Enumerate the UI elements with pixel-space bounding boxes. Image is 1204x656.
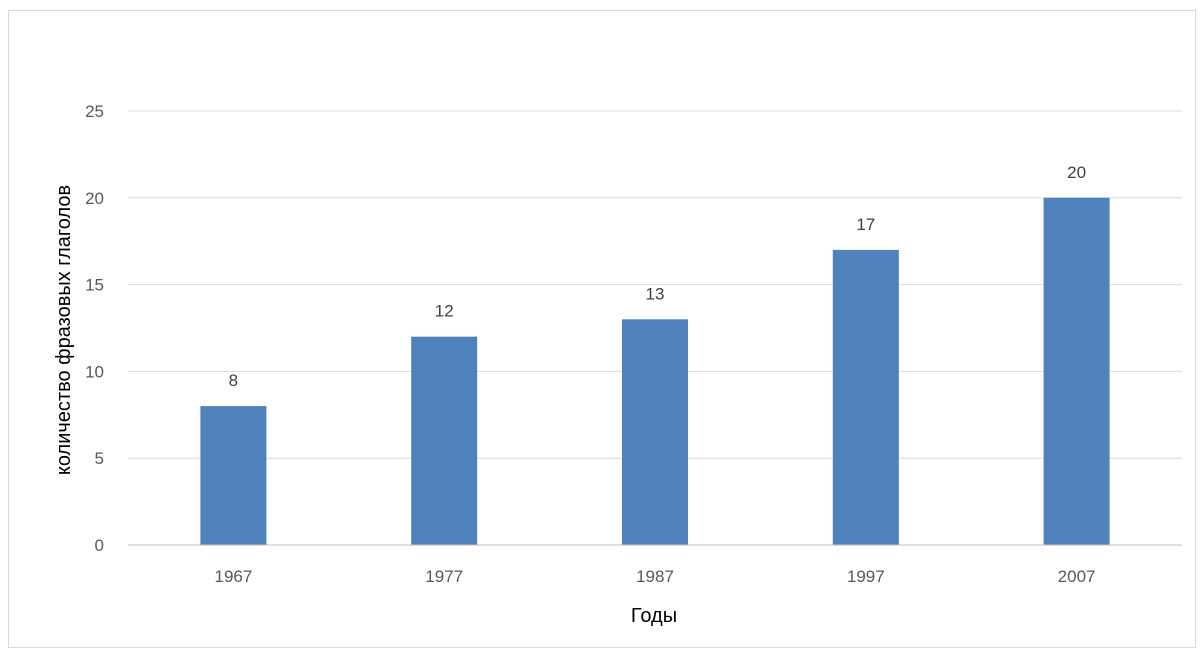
bar	[411, 336, 478, 545]
x-tick-labels: 1967 1977 1987 1997 2007	[214, 567, 1095, 586]
data-label: 13	[646, 284, 665, 303]
data-label: 12	[435, 302, 454, 321]
y-tick-label: 15	[85, 276, 104, 295]
bar	[832, 249, 899, 545]
x-tick-label: 1997	[847, 567, 885, 586]
x-tick-label: 1977	[425, 567, 463, 586]
bar	[622, 319, 688, 545]
x-tick-label: 2007	[1058, 567, 1096, 586]
y-tick-label: 20	[85, 189, 104, 208]
y-tick-label: 10	[85, 362, 104, 381]
y-axis-title: количество фразовых глаголов	[53, 185, 75, 475]
x-axis-title: Годы	[631, 605, 677, 627]
y-tick-label: 25	[85, 102, 104, 121]
y-tick-labels: 0 5 10 15 20 25	[85, 102, 104, 555]
data-label: 20	[1067, 163, 1086, 182]
y-tick-label: 5	[95, 449, 104, 468]
data-label: 8	[229, 371, 238, 390]
data-label: 17	[856, 215, 875, 234]
y-tick-label: 0	[95, 536, 104, 555]
bars	[200, 197, 1110, 546]
x-tick-label: 1987	[636, 567, 674, 586]
data-labels: 8 12 13 17 20	[229, 163, 1086, 390]
x-tick-label: 1967	[214, 567, 252, 586]
bar	[200, 406, 267, 545]
bar	[1043, 197, 1110, 546]
